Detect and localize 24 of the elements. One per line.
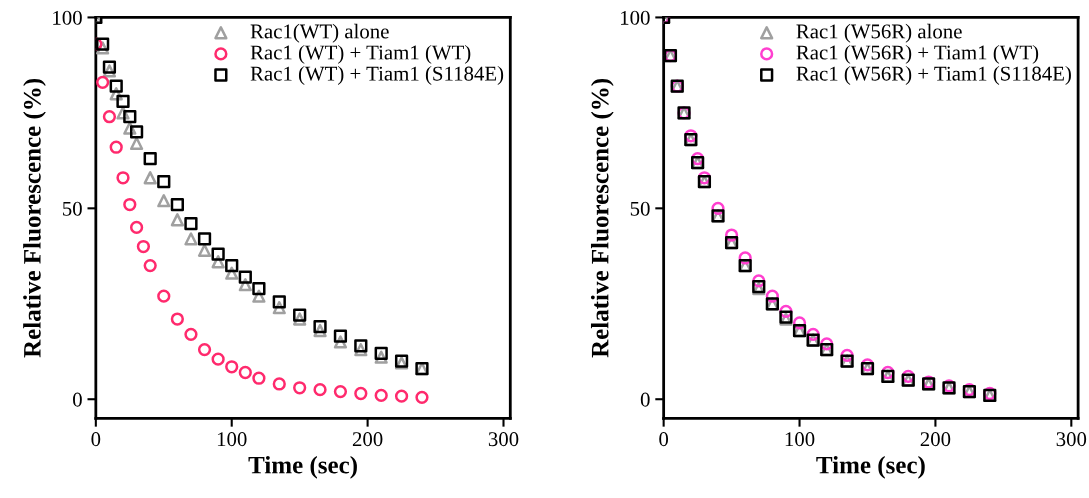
x-tick-label: 300 (1056, 432, 1087, 447)
legend-label: Rac1 (WT) + Tiam1 (WT) (250, 44, 471, 64)
y-tick-label: 50 (63, 201, 82, 216)
x-tick-label: 100 (217, 432, 247, 447)
x-tick-label: 0 (659, 432, 669, 447)
y-tick-label: 100 (621, 10, 650, 25)
x-tick-label: 300 (488, 432, 519, 447)
x-tick-label: 200 (920, 432, 951, 447)
y-tick-label: 50 (630, 201, 650, 216)
y-axis-title: Relative Fluorescence (%) (590, 78, 614, 358)
legend-label: Rac1 (W56R) + Tiam1 (S1184E) (796, 66, 1071, 85)
legend-label: Rac1 (WT) + Tiam1 (S1184E) (250, 66, 504, 85)
legend-label: Rac1 (W56R) alone (796, 23, 962, 43)
x-axis-title: Time (sec) (248, 455, 357, 479)
x-axis-title: Time (sec) (816, 455, 925, 479)
y-tick-label: 100 (53, 10, 82, 25)
x-tick-label: 200 (352, 432, 383, 447)
x-tick-label: 0 (91, 432, 101, 447)
legend-label: Rac1 (W56R) + Tiam1 (WT) (796, 44, 1039, 64)
y-tick-label: 0 (73, 392, 82, 407)
y-axis-title: Relative Fluorescence (%) (23, 78, 46, 358)
x-tick-label: 100 (785, 432, 815, 447)
legend-label: Rac1(WT) alone (250, 23, 389, 43)
y-tick-label: 0 (640, 392, 650, 407)
